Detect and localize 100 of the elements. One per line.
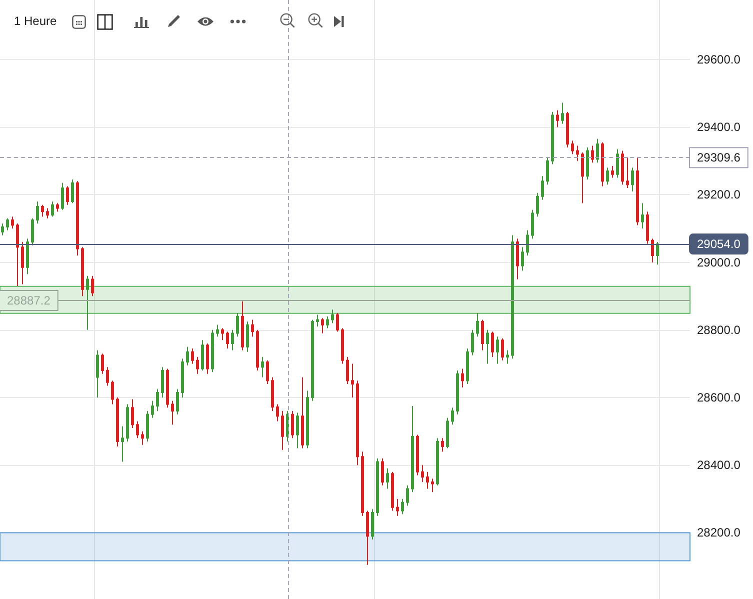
candlestick [626,157,629,188]
candlestick [381,458,384,486]
candlestick [101,353,104,374]
candlestick [31,218,34,246]
candlestick [121,426,124,462]
candlestick [356,380,359,466]
candlestick [261,356,264,378]
candlestick [336,312,339,332]
candlestick [636,157,639,226]
y-tick-label: 29000.0 [697,255,741,270]
candlestick [611,165,614,178]
candlestick [151,400,154,418]
candlestick [516,238,519,280]
candlestick [641,202,644,230]
candlestick [251,319,254,338]
candlestick [451,407,454,426]
candlestick [476,312,479,338]
candlestick [366,510,369,566]
candlestick [221,328,224,341]
candlestick [421,464,424,483]
candlestick [6,218,9,231]
candlestick [536,192,539,218]
candlestick [141,430,144,446]
candlestick [206,342,209,374]
candlestick [601,142,604,187]
candlestick [41,204,44,218]
candlestick [466,348,469,385]
candlestick [446,417,449,449]
ref-line-label: 28887.2 [7,293,51,308]
candlestick [266,360,269,385]
candlestick [211,329,214,373]
candlestick [621,150,624,186]
candlestick [616,148,619,178]
candlestick [416,434,419,476]
candlestick [376,458,379,516]
candlestick [511,234,514,360]
candlestick [16,222,19,286]
candlestick [546,157,549,186]
candlestick [51,200,54,218]
candlestick [11,216,14,230]
candlestick [91,275,94,297]
candlestick [296,412,299,449]
ref-line-label: 29309.6 [697,150,741,165]
candlestick [46,208,49,219]
candlestick [436,438,439,486]
candlestick [491,331,494,358]
candlestick [311,319,314,402]
candlestick [106,366,109,386]
candlestick [136,420,139,439]
candlestick [441,438,444,452]
candlestick [431,478,434,493]
candlestick [321,318,324,334]
candlestick [1,222,4,236]
candlestick [386,468,389,490]
candlestick [81,246,84,297]
candlestick [116,397,119,448]
candlestick [501,338,504,361]
candlestick [281,410,284,450]
y-tick-label: 28200.0 [697,526,741,540]
candlestick [361,451,364,516]
y-tick-label: 28600.0 [697,390,741,405]
candlestick [351,363,354,398]
candlestick [571,140,574,155]
candlestick [371,508,374,540]
candlestick [131,398,134,428]
candlestick [96,350,99,398]
candlestick [246,320,249,352]
candlestick [271,376,274,412]
candlestick [456,370,459,415]
candlestick [21,242,24,285]
y-tick-label: 28800.0 [697,322,741,337]
candlestick [301,376,304,449]
candlestick [196,356,199,374]
candlestick [26,238,29,275]
candlestick [236,312,239,338]
candlestick [581,152,584,204]
ref-line-label: 29054.0 [697,237,741,252]
candlestick [406,484,409,506]
candlestick [576,145,579,162]
candlestick [36,200,39,224]
candlestick [181,358,184,398]
candlestick [176,388,179,415]
candlestick [56,202,59,212]
candlestick [156,388,159,412]
candlestick [631,167,634,192]
candlestick [191,348,194,364]
candlestick [231,329,234,351]
candlestick [596,138,599,164]
candlestick [86,275,89,330]
candlestick [556,110,559,128]
candlestick [426,471,429,490]
y-tick-label: 28400.0 [697,458,741,472]
candlestick [656,242,659,266]
candlestick [166,368,169,408]
candlestick [146,410,149,442]
candlestick [471,329,474,356]
candlestick [606,167,609,186]
candlestick [61,182,64,210]
candlestick [316,314,319,328]
candlestick [256,329,259,371]
